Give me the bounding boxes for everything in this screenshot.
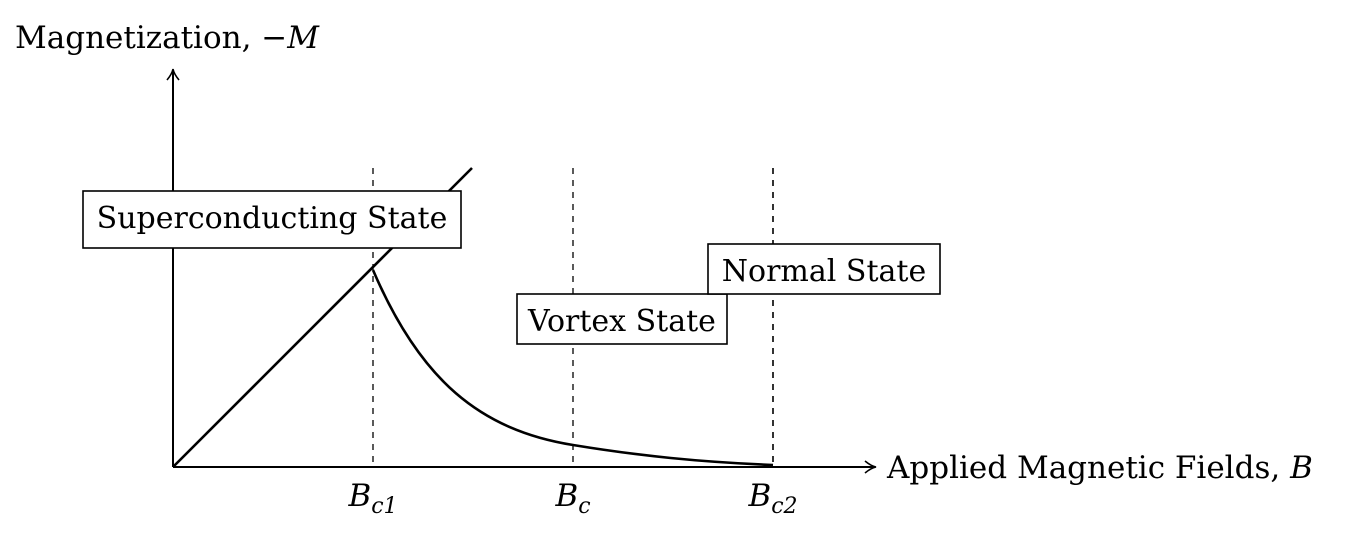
y-axis-label-text: Magnetization, [15,20,261,56]
tick-label-bc: Bc [554,478,590,519]
tick-bc-base: B [554,478,578,514]
vortex-state-label: Vortex State [527,304,716,339]
normal-state-label: Normal State [722,254,926,289]
vortex-state-box: Vortex State [516,293,728,345]
tick-bc2-sub: c2 [771,494,797,519]
x-axis-label: Applied Magnetic Fields, B [886,450,1313,486]
superconducting-state-label: Superconducting State [97,201,448,236]
y-axis-variable: −M [261,20,320,56]
x-axis-variable: B [1289,450,1313,486]
y-axis-label: Magnetization, −M [15,20,320,56]
tick-bc1-sub: c1 [371,494,397,519]
tick-bc2-base: B [747,478,771,514]
vortex-decay-curve [371,269,774,467]
tick-bc1-base: B [347,478,371,514]
tick-label-bc1: Bc1 [347,478,397,519]
normal-state-box: Normal State [707,243,941,295]
tick-label-bc2: Bc2 [747,478,797,519]
x-axis-label-text: Applied Magnetic Fields, [886,450,1290,486]
superconducting-state-box: Superconducting State [82,190,462,249]
tick-bc-sub: c [578,494,590,519]
